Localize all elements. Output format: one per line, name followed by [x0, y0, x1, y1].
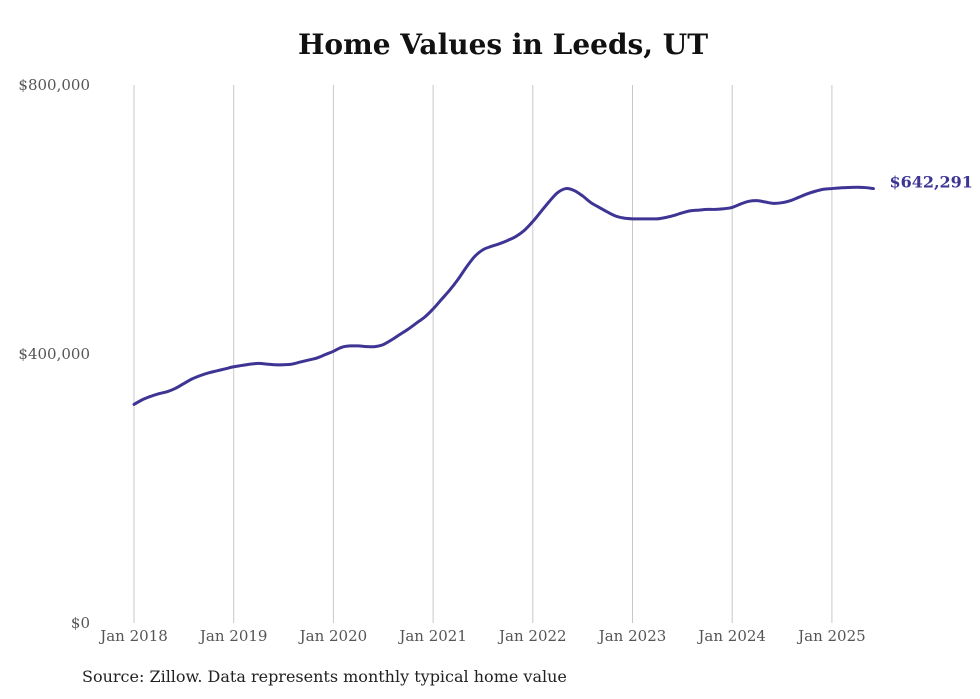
x-tick-label: Jan 2021 [397, 627, 467, 645]
x-tick-label: Jan 2025 [796, 627, 866, 645]
end-value-label: $642,291 [889, 173, 973, 192]
x-tick-label: Jan 2019 [198, 627, 268, 645]
series-line [132, 185, 875, 406]
y-tick-label: $400,000 [18, 345, 90, 363]
x-tick-label: Jan 2020 [298, 627, 368, 645]
x-tick-label: Jan 2018 [98, 627, 168, 645]
line-chart: Jan 2018 Jan 2019 Jan 2020 Jan 2021 Jan 2022… [18, 76, 973, 645]
x-tick-label: Jan 2022 [497, 627, 567, 645]
x-tick-label: Jan 2024 [696, 627, 766, 645]
x-tick-label: Jan 2023 [597, 627, 667, 645]
y-tick-label: $800,000 [18, 76, 90, 94]
chart-title: Home Values in Leeds, UT [297, 28, 709, 61]
y-tick-label: $0 [71, 614, 90, 632]
source-note: Source: Zillow. Data represents monthly … [82, 667, 567, 686]
